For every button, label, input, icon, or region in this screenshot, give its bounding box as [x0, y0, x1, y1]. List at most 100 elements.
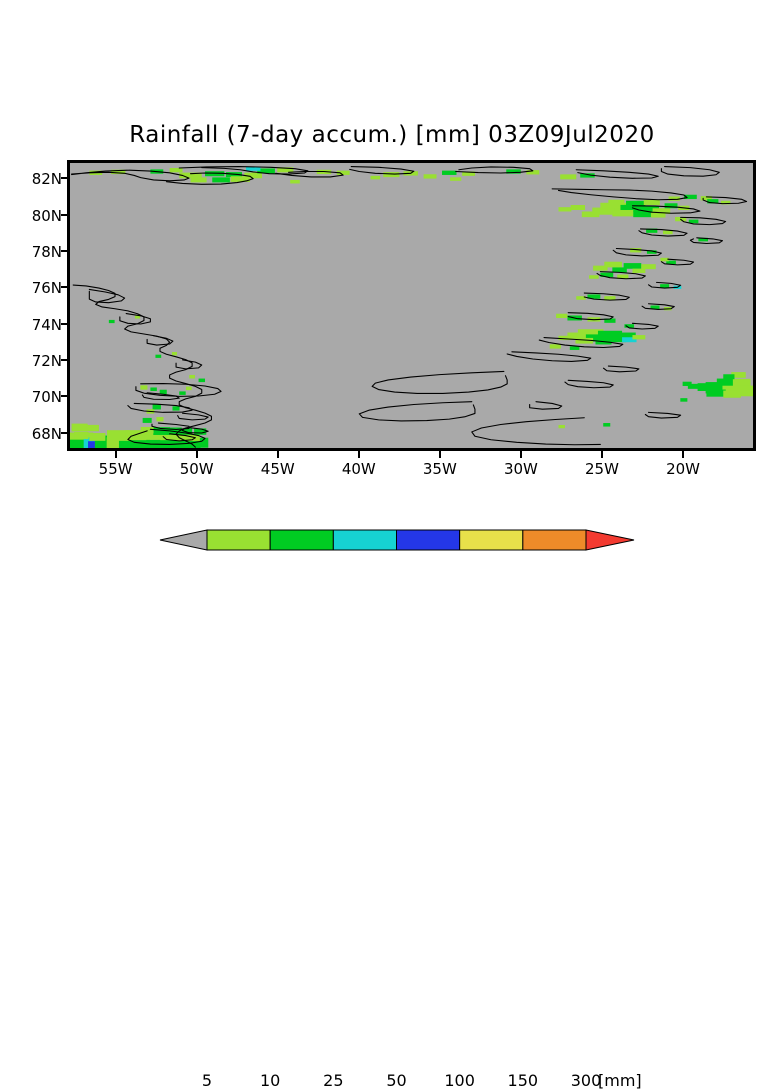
y-axis-tick-label: 70N: [31, 388, 62, 407]
precip-cell: [89, 433, 106, 441]
precip-cell: [660, 257, 669, 262]
precip-cell: [245, 166, 261, 171]
coastline-segment: [602, 365, 640, 373]
colorbar-over-arrow: [585, 529, 635, 551]
precip-cell: [688, 219, 699, 224]
precip-cell: [706, 389, 726, 397]
precip-cell: [195, 437, 209, 448]
map-plot-area[interactable]: [67, 160, 756, 451]
precip-cell: [198, 378, 206, 383]
precip-cell: [156, 417, 164, 422]
x-axis-tick-label: 45W: [260, 460, 295, 478]
precip-cell: [450, 177, 462, 181]
precip-cell: [86, 424, 99, 432]
coastline-segment: [625, 322, 659, 330]
page-title: Rainfall (7-day accum.) [mm] 03Z09Jul202…: [129, 122, 655, 148]
x-axis-tick-mark: [682, 451, 685, 458]
y-axis-tick-mark: [61, 177, 68, 180]
x-axis-tick-label: 25W: [585, 460, 619, 478]
coastline-segment: [631, 205, 701, 214]
precip-cell: [731, 372, 746, 378]
precip-cell: [664, 203, 678, 209]
coastline-segment: [175, 359, 203, 370]
y-axis-tick-mark: [61, 249, 68, 252]
y-axis-tick-label: 74N: [31, 315, 62, 334]
precip-cell: [230, 176, 251, 182]
precip-cell: [736, 385, 753, 397]
coastline-segment: [702, 196, 748, 205]
precip-cell: [160, 432, 176, 441]
precip-cell: [697, 383, 716, 391]
precip-cell: [142, 417, 152, 423]
precip-cell: [683, 194, 697, 200]
coastline-segment: [575, 169, 659, 179]
coastline-segment: [88, 288, 126, 304]
precip-cell: [71, 423, 88, 432]
y-axis-tick-mark: [61, 395, 68, 398]
precip-cell: [106, 430, 130, 441]
precip-cell: [630, 248, 642, 253]
colorbar-tick-label: 5: [201, 1071, 213, 1090]
colorbar-units-label: [mm]: [598, 1071, 642, 1090]
colorbar-segment: [522, 529, 587, 551]
precip-cell: [205, 171, 225, 177]
precip-cell: [569, 346, 580, 350]
coastline-segment: [165, 172, 254, 185]
precip-cell: [560, 174, 577, 180]
precip-cell: [74, 431, 89, 440]
precip-cell: [179, 391, 186, 395]
precip-cell: [646, 250, 657, 254]
precip-cell: [604, 296, 616, 301]
coastline-segment: [583, 292, 630, 301]
precip-cell: [662, 230, 673, 235]
precip-cell: [118, 438, 137, 448]
precip-cell: [698, 237, 708, 242]
precip-cell: [108, 319, 115, 324]
precip-cell: [88, 441, 101, 448]
precip-cell: [190, 177, 207, 183]
y-axis-tick-label: 76N: [31, 279, 62, 298]
x-axis-tick-mark: [519, 451, 522, 458]
colorbar: 5 10 25 50 100 150 300 [mm]: [0, 525, 784, 1090]
precip-cell: [152, 404, 161, 410]
precip-cell: [612, 267, 627, 273]
x-axis-tick-label: 35W: [422, 460, 457, 478]
precip-cell: [680, 398, 688, 402]
coastline-segment: [638, 228, 688, 237]
coastline-segment: [471, 417, 601, 446]
precip-cell: [624, 324, 635, 328]
coastline-segment: [689, 237, 724, 245]
precip-cell: [179, 172, 202, 179]
precip-cell: [638, 206, 660, 213]
precip-cell: [723, 374, 735, 380]
coastline-segment: [455, 166, 534, 174]
precip-cell: [603, 423, 611, 427]
precip-cell: [633, 211, 651, 218]
map-canvas: [70, 163, 753, 448]
colorbar-tick-label: 50: [386, 1071, 407, 1090]
precip-cell: [581, 211, 600, 218]
precip-cell: [622, 337, 637, 343]
precip-cell: [144, 430, 163, 440]
precip-cell: [423, 174, 437, 179]
precip-cell: [558, 335, 572, 341]
coastline-segment: [349, 165, 415, 175]
precip-cell: [110, 169, 126, 175]
precip-cell: [641, 264, 656, 270]
precip-cell: [604, 318, 616, 323]
precip-cell: [600, 272, 614, 277]
precip-cell: [700, 196, 712, 201]
y-axis-tick-mark: [61, 286, 68, 289]
x-axis-tick-mark: [195, 451, 198, 458]
precip-cell: [592, 207, 615, 215]
x-axis-tick-mark: [114, 451, 117, 458]
coastline-segment: [641, 303, 675, 310]
coastline-segment: [135, 383, 222, 397]
precip-cell: [646, 228, 658, 233]
coastline-segment: [612, 247, 662, 257]
x-axis-tick-label: 50W: [179, 460, 214, 478]
colorbar-segment: [459, 529, 524, 551]
precip-cell: [556, 313, 568, 319]
coastline-segment: [551, 188, 688, 201]
coastline-layer: [71, 165, 748, 448]
